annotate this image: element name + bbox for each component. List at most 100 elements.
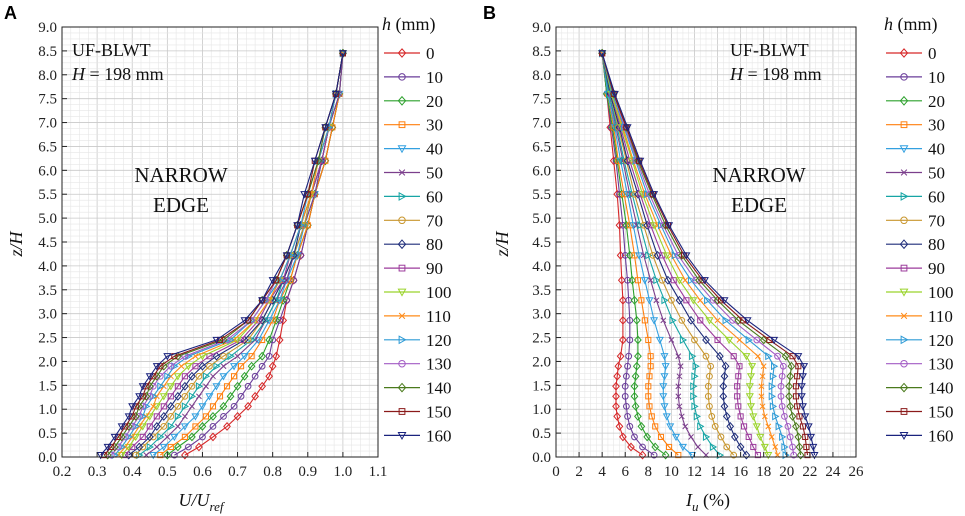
data-point [150,392,158,401]
y-tick-label: 6.5 [532,139,551,155]
panel-b-annotation-facility: UF-BLWT [730,40,809,60]
data-point [205,393,214,401]
legend-label: 70 [928,211,945,230]
x-tick-label: 2 [575,464,583,480]
legend-item-130: 130 [886,355,954,374]
data-point [682,252,691,260]
data-point [646,403,653,410]
data-point [666,423,675,431]
legend-label: 80 [928,235,945,254]
data-point [110,433,119,442]
data-point [669,316,677,325]
data-point [671,251,680,260]
legend-item-40: 40 [384,140,443,159]
data-point [142,391,151,401]
data-point [321,124,330,132]
legend-item-30: 30 [384,116,443,135]
data-point [240,371,249,381]
data-point [790,451,798,459]
data-point [792,421,800,431]
legend-item-100: 100 [384,283,452,302]
data-point [135,413,143,420]
data-point [219,401,228,411]
data-point [777,382,785,390]
legend-swatch-marker [398,408,406,415]
data-point [675,353,682,360]
data-point [786,401,795,411]
legend-label: 90 [426,259,443,278]
legend-label: 110 [928,307,953,326]
data-point [181,413,188,420]
data-point [662,252,671,260]
legend-swatch-marker [398,73,406,81]
x-tick-label: 18 [756,464,771,480]
data-point [233,336,242,345]
legend-item-50: 50 [384,164,443,183]
data-point [651,442,660,452]
data-point [237,392,245,400]
data-point [691,402,699,411]
data-point [623,372,630,380]
legend-swatch-marker [900,312,908,320]
x-tick-label: 0.2 [53,464,72,480]
data-point [795,442,804,452]
data-point [598,50,607,58]
panel-b-series [598,48,819,460]
series-line-140 [601,53,802,456]
legend-item-110: 110 [886,307,953,326]
data-point [145,413,154,421]
data-point [174,423,181,430]
data-point [634,335,642,345]
data-point [157,432,165,441]
data-point [675,452,682,459]
data-point [745,433,752,440]
y-tick-label: 1.5 [38,378,57,394]
x-tick-label: 6 [621,464,629,480]
x-tick-label: 4 [598,464,606,480]
data-point [657,433,665,440]
data-point [661,450,670,460]
data-point [196,393,202,400]
data-point [730,451,738,459]
data-point [689,297,698,305]
legend-label: 130 [928,355,954,374]
data-point [181,433,188,440]
data-point [331,90,340,99]
legend-item-80: 80 [384,235,443,254]
data-point [152,421,161,431]
legend-label: 60 [426,187,443,206]
data-point [300,191,309,199]
data-point [745,335,753,344]
series-line-150 [601,53,809,456]
data-point [787,361,796,371]
y-tick-label: 0.0 [38,450,57,466]
data-point [167,362,175,370]
x-tick-label: 8 [645,464,653,480]
data-point [792,383,800,390]
data-point [653,297,660,304]
data-point [660,403,669,411]
data-point [792,393,800,400]
data-point [212,336,221,345]
data-point [645,251,653,260]
data-point [726,421,735,431]
data-point [745,393,754,401]
y-tick-label: 8.0 [532,68,551,84]
data-point [152,403,161,411]
panel-b: B 0 2 4 6 8 10 12 14 16 18 20 22 24 26 0.00.51.01.52.… [483,3,954,514]
data-point [145,373,154,381]
data-point [760,443,769,452]
data-point [677,363,684,370]
y-tick-label: 4.0 [38,259,57,275]
legend-label: 40 [426,140,443,159]
y-tick-label: 2.0 [38,354,57,370]
data-point [213,362,221,371]
data-point [199,433,206,441]
data-point [720,371,729,381]
legend-label: 150 [426,403,452,422]
panel-a: A 0.2 0.3 0.4 0.5 0.6 0.7 0.8 0.9 1.0 1.1 0.0 0.5 1… [4,3,452,514]
data-point [688,452,697,460]
data-point [735,403,742,410]
y-tick-label: 4.0 [532,259,551,275]
x-tick-label: 12 [687,464,702,480]
